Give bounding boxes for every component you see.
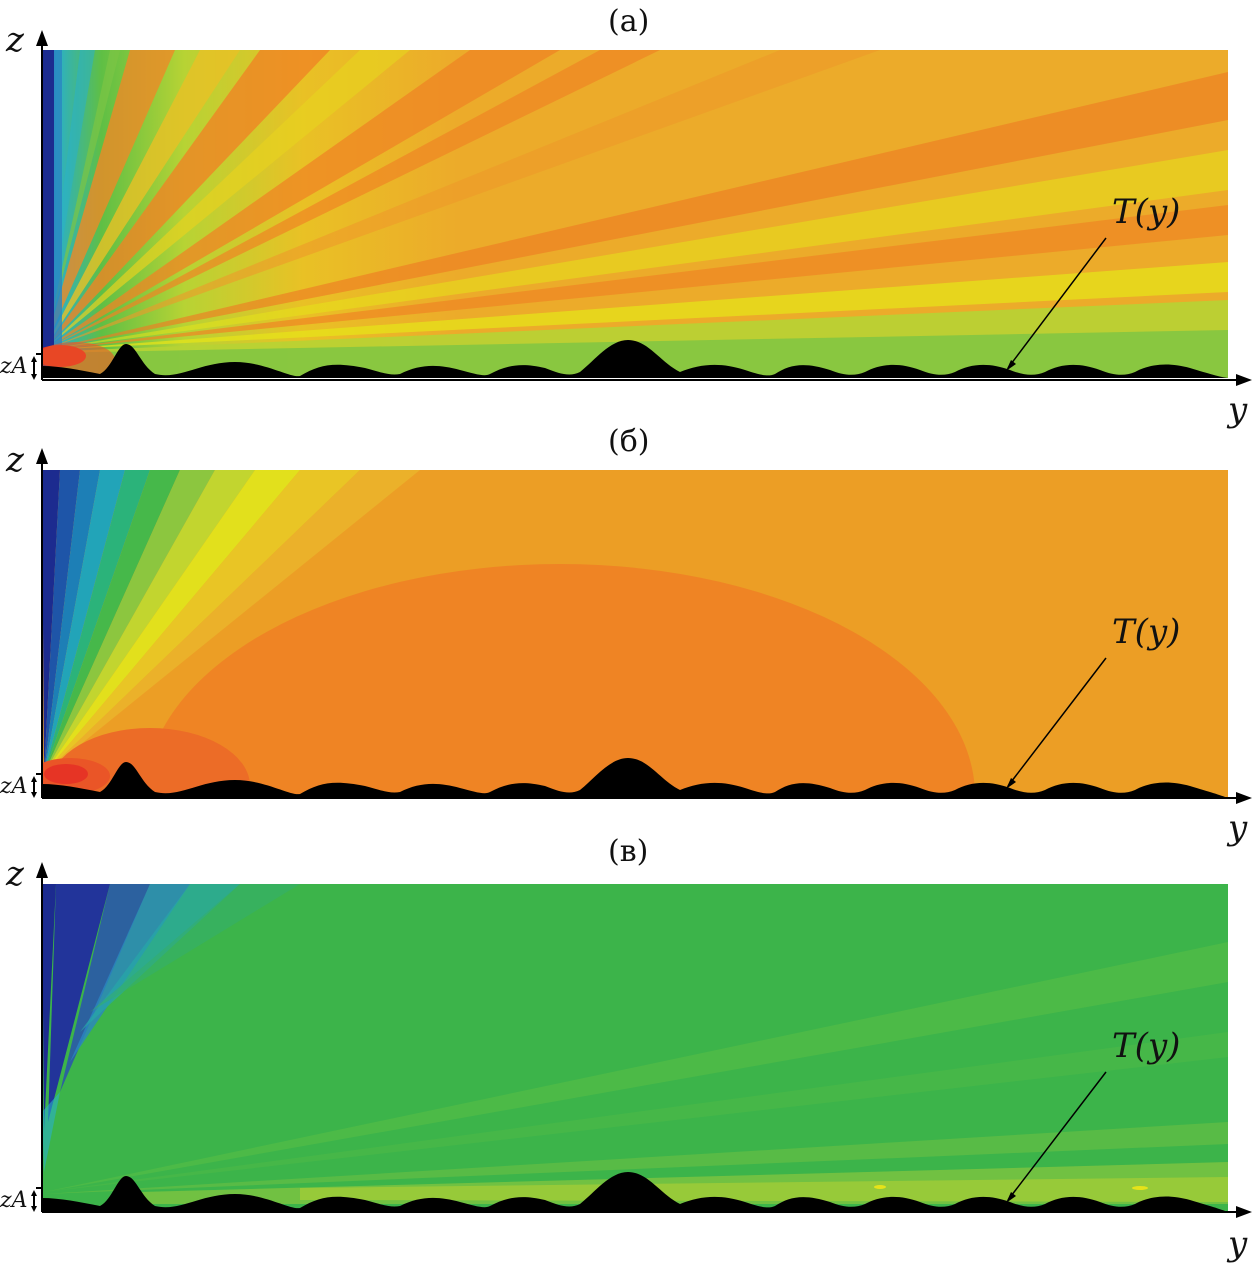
panel-b-orange-dome: [145, 564, 975, 798]
panel-a-y-arrowhead: [1236, 374, 1252, 386]
panel-c-y-arrowhead: [1236, 1206, 1252, 1218]
panel-c-streaks: [44, 942, 1228, 1194]
panel-c-leader-line: [1007, 1071, 1107, 1201]
panel-a-title: (а): [608, 4, 650, 39]
panel-c-y-label: y: [1228, 1224, 1248, 1264]
panel-a-plot: [31, 30, 1252, 386]
panel-b-plot: [31, 448, 1252, 804]
panel-c-terrain: [42, 1172, 1228, 1212]
panel-a-z-arrowhead: [36, 30, 48, 46]
panel-b-y-arrowhead: [1236, 792, 1252, 804]
panel-a-z-label: z: [6, 20, 24, 60]
panel-b-z-arrowhead: [36, 448, 48, 464]
panel-a-leader-line: [1007, 237, 1107, 369]
panel-b-terrain: [42, 758, 1228, 798]
panel-c-za-label: zA: [0, 1188, 28, 1213]
panel-a-za-label: zA: [0, 354, 28, 379]
panel-a-y-label: y: [1228, 390, 1248, 430]
panel-c: (в) z y zA T(y): [0, 832, 1253, 1264]
panel-b-z-label: z: [6, 440, 24, 480]
panel-c-plot: [31, 862, 1252, 1218]
panel-c-z-arrowhead: [36, 862, 48, 878]
panel-b-y-label: y: [1228, 808, 1248, 848]
panel-b-title: (б): [608, 424, 650, 459]
panel-b: (б) z y zA T(y): [0, 418, 1253, 848]
panel-a-rays: [44, 50, 1228, 378]
panel-b-ty-label: T(y): [1112, 612, 1181, 652]
panel-b-fan: [42, 470, 420, 774]
panel-c-z-label: z: [6, 854, 24, 894]
panel-b-leader-line: [1007, 657, 1107, 787]
panel-c-ty-label: T(y): [1112, 1026, 1181, 1066]
panel-c-fan: [42, 884, 300, 1172]
panel-a-terrain: [42, 340, 1228, 378]
panel-a-ty-label: T(y): [1112, 192, 1181, 232]
panel-a: (а) z y zA T(y): [0, 0, 1253, 430]
panel-c-title: (в): [608, 834, 649, 869]
panel-b-za-label: zA: [0, 774, 28, 799]
